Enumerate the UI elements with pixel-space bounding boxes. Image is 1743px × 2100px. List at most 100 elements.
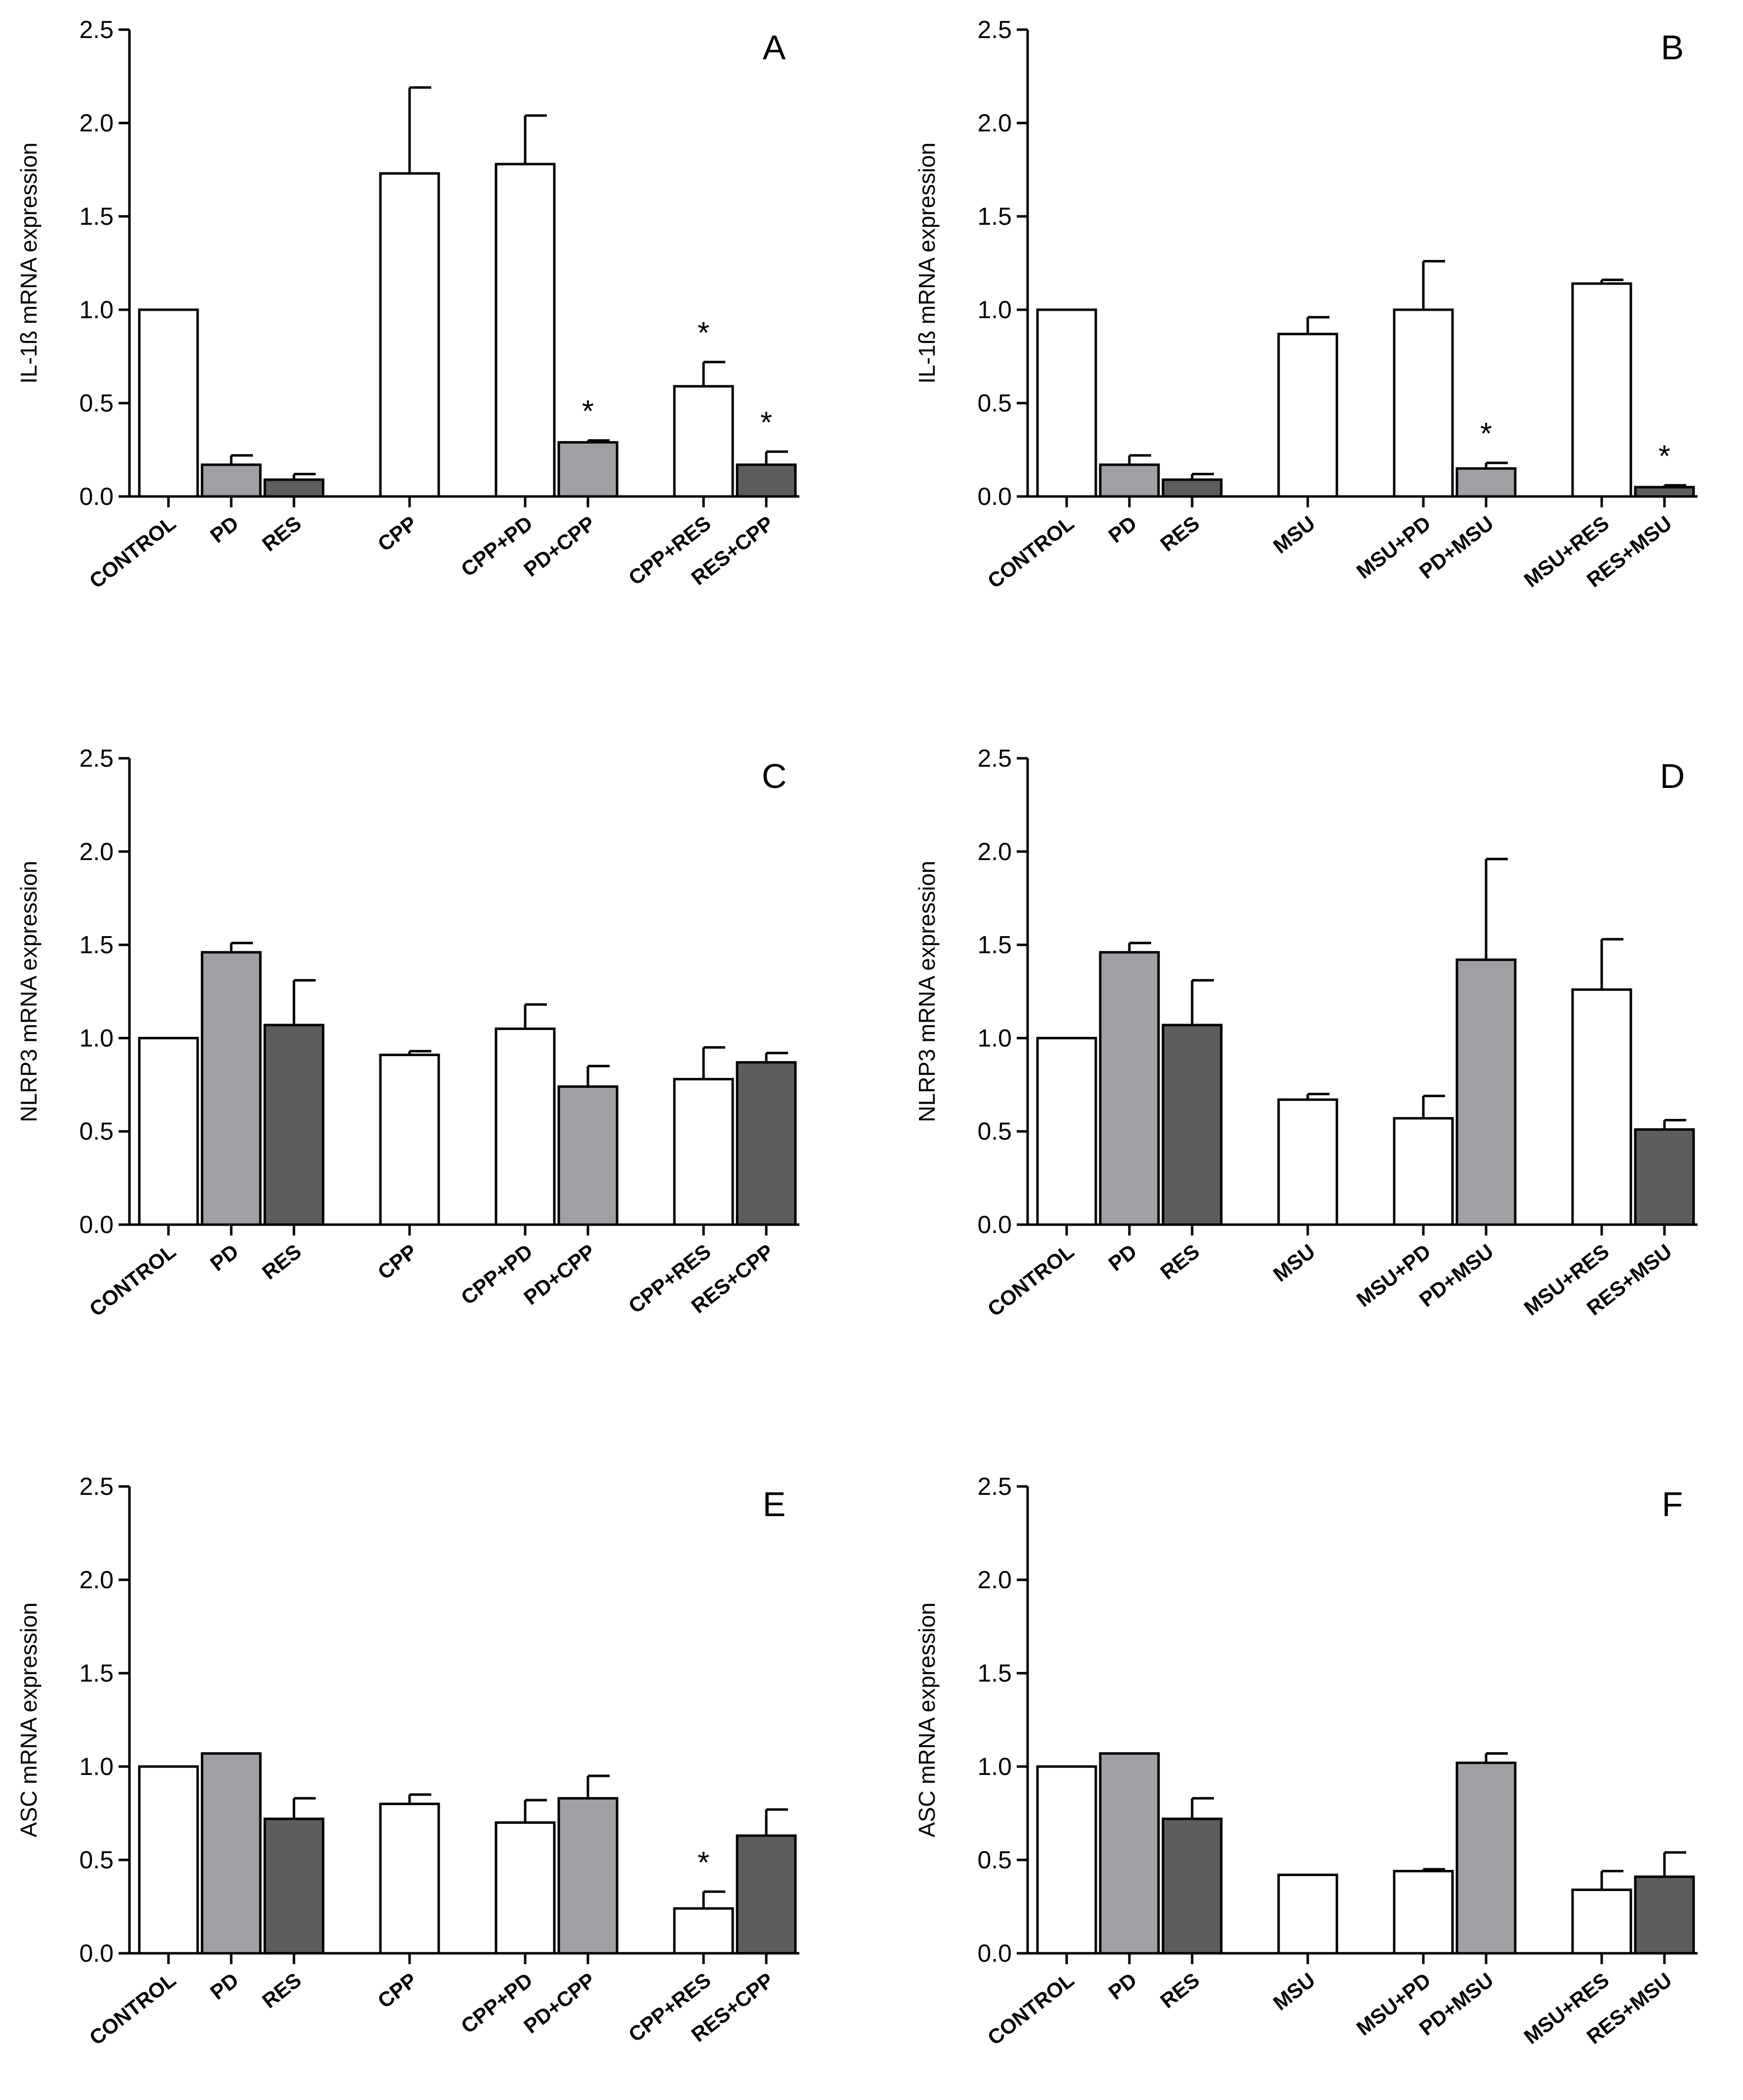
panel-b: 0.0 0.5 1.0 1.5 2.0 2.5 IL-1ß mRNA expression B…	[914, 16, 1698, 593]
y-tick-label: 2.0	[977, 838, 1012, 865]
x-tick-label: CPP	[374, 1968, 421, 2013]
x-tick-label: PD	[206, 1968, 243, 2004]
bar-cpp	[379, 1803, 440, 1955]
x-tick-label: CPP	[374, 511, 421, 556]
bar-cpp	[379, 172, 440, 498]
bar-pd	[1099, 1752, 1160, 1955]
bar-control	[138, 1036, 199, 1226]
bar-msu-plus-pd	[1393, 308, 1454, 498]
panel-letter: F	[1662, 1485, 1683, 1524]
y-tick-label: 1.5	[977, 1659, 1012, 1687]
x-tick-label: MSU	[1269, 511, 1319, 558]
panel-d: 0.0 0.5 1.0 1.5 2.0 2.5 NLRP3 mRNA expression D…	[914, 744, 1698, 1321]
bar-msu-plus-res	[1571, 282, 1632, 498]
y-axis-title: ASC mRNA expression	[914, 1603, 940, 1838]
y-tick-label: 2.0	[977, 109, 1012, 137]
bar-res-plus-msu	[1634, 1128, 1695, 1226]
y-tick-label: 0.5	[79, 1117, 114, 1145]
y-tick-label: 2.0	[79, 109, 114, 137]
x-tick-label: PD	[206, 511, 243, 547]
bar-pd-plus-msu	[1455, 467, 1517, 498]
x-tick-label: PD+CPP	[519, 1239, 599, 1309]
bar-pd-plus-cpp	[557, 441, 619, 498]
y-tick-label: 1.5	[79, 931, 114, 959]
bar-pd-plus-msu	[1455, 1761, 1517, 1955]
bar-res	[1162, 478, 1223, 498]
x-tick-label: RES	[1156, 1239, 1204, 1284]
bar-pd-plus-cpp	[557, 1797, 619, 1955]
x-tick-label: MSU	[1269, 1239, 1319, 1286]
bar-msu	[1277, 1873, 1338, 1955]
panel-letter: B	[1661, 28, 1684, 67]
y-tick-label: 0.5	[977, 1117, 1012, 1145]
bar-pd-plus-cpp	[557, 1085, 619, 1226]
y-tick-label: 2.5	[79, 16, 114, 43]
x-tick-label: CONTROL	[983, 1968, 1079, 2050]
y-tick-label: 0.5	[79, 389, 114, 417]
y-tick-label: 1.0	[79, 1024, 114, 1052]
bar-msu-plus-res	[1571, 1888, 1632, 1955]
bar-control	[138, 308, 199, 498]
y-axis-title: IL-1ß mRNA expression	[16, 142, 42, 383]
x-tick-label: PD+CPP	[519, 1968, 599, 2038]
bar-res-plus-msu	[1634, 1875, 1695, 1955]
y-axis-title: IL-1ß mRNA expression	[914, 142, 940, 383]
significance-marker: *	[698, 1846, 709, 1880]
bar-res	[263, 1024, 325, 1226]
x-tick-label: RES	[258, 1968, 306, 2013]
y-tick-label: 2.0	[977, 1566, 1012, 1594]
y-tick-label: 0.5	[977, 389, 1012, 417]
y-tick-label: 1.5	[977, 203, 1012, 230]
bar-res	[263, 1817, 325, 1955]
x-tick-label: CPP+PD	[456, 511, 537, 581]
bar-msu	[1277, 1098, 1338, 1226]
x-tick-label: PD+CPP	[519, 511, 599, 581]
y-tick-label: 0.5	[79, 1846, 114, 1874]
x-tick-label: RES	[258, 1239, 306, 1284]
significance-marker: *	[698, 316, 709, 350]
panel-e: 0.0 0.5 1.0 1.5 2.0 2.5 ASC mRNA expression E CO…	[16, 1473, 799, 2050]
y-tick-label: 2.5	[79, 744, 114, 772]
x-tick-label: CONTROL	[85, 1239, 180, 1321]
x-tick-label: CONTROL	[85, 511, 180, 593]
y-tick-label: 0.0	[977, 1939, 1012, 1967]
x-tick-label: CONTROL	[85, 1968, 180, 2050]
y-tick-label: 0.0	[977, 483, 1012, 510]
bar-control	[138, 1765, 199, 1955]
x-tick-label: RES	[258, 511, 306, 556]
significance-marker: *	[1480, 417, 1492, 451]
x-tick-label: RES	[1156, 1968, 1204, 2013]
y-tick-label: 2.5	[79, 1473, 114, 1500]
bar-res	[1162, 1817, 1223, 1955]
x-tick-label: RES	[1156, 511, 1204, 556]
x-tick-label: CPP	[374, 1239, 421, 1284]
panel-letter: E	[763, 1485, 786, 1524]
bar-pd	[1099, 951, 1160, 1226]
bar-pd	[201, 463, 262, 498]
bar-cpp-plus-res	[673, 385, 734, 498]
bar-msu	[1277, 332, 1338, 498]
bar-res-plus-cpp	[736, 1061, 797, 1226]
bar-cpp	[379, 1053, 440, 1226]
bar-cpp-plus-res	[673, 1907, 734, 1955]
x-tick-label: CPP+PD	[456, 1968, 537, 2038]
bar-res-plus-msu	[1634, 486, 1695, 498]
y-axis-title: NLRP3 mRNA expression	[16, 861, 42, 1122]
y-tick-label: 2.5	[977, 744, 1012, 772]
y-tick-label: 1.0	[977, 1024, 1012, 1052]
x-tick-label: CONTROL	[983, 1239, 1079, 1321]
y-tick-label: 1.0	[977, 296, 1012, 324]
bar-pd	[201, 951, 262, 1226]
y-tick-label: 1.0	[977, 1753, 1012, 1780]
x-tick-label: PD	[1104, 1968, 1141, 2004]
panel-letter: A	[763, 28, 786, 67]
y-tick-label: 0.0	[79, 1211, 114, 1238]
significance-marker: *	[1659, 439, 1670, 473]
bar-pd	[1099, 463, 1160, 498]
bar-pd-plus-msu	[1455, 958, 1517, 1226]
y-tick-label: 1.0	[79, 1753, 114, 1780]
bar-cpp-plus-pd	[495, 163, 556, 498]
bar-msu-plus-res	[1571, 988, 1632, 1226]
